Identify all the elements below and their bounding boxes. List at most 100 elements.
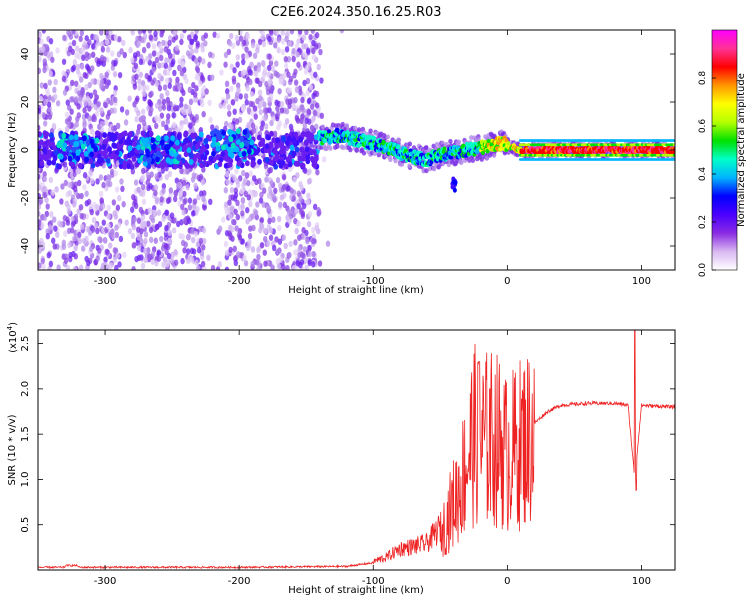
spectrogram-cell	[159, 93, 164, 100]
spectrogram-cell	[224, 208, 230, 216]
spectrogram-cell	[68, 45, 73, 53]
spectrogram-cell	[300, 113, 305, 120]
spectrogram-cell	[192, 96, 198, 103]
spectrogram-cell	[228, 136, 234, 143]
spectrogram-cell	[80, 63, 85, 70]
spectrogram-cell	[162, 84, 168, 91]
spectrogram-cell	[38, 247, 42, 255]
spectrogram-cell	[93, 222, 99, 230]
spectrogram-cell	[141, 198, 147, 205]
spectrogram-cell	[240, 197, 246, 205]
spectrogram-cell	[84, 35, 89, 42]
spectrogram-cell	[313, 71, 318, 78]
spectrogram-cell	[60, 183, 65, 190]
spectrogram-cell	[286, 135, 292, 142]
spectrogram-cell	[293, 217, 298, 225]
spectrogram-cell	[296, 203, 301, 210]
spectrogram-cell	[161, 187, 166, 194]
spectrogram-cell	[186, 233, 192, 241]
spectrogram-cell	[208, 155, 214, 162]
spectrogram-cell	[145, 148, 150, 155]
spectrogram-cell	[48, 176, 54, 184]
spectrogram-cell	[200, 74, 205, 82]
spectrogram-cell	[129, 150, 135, 157]
spectrogram-cell	[131, 224, 137, 231]
spectrogram-cell	[152, 209, 157, 217]
spectrogram-cell	[292, 72, 297, 79]
spectrogram-cell	[118, 132, 123, 139]
spectrogram-cell	[79, 223, 85, 230]
spectrogram-cell	[75, 168, 80, 175]
spectrogram-cell	[183, 131, 188, 138]
spectrogram-cell	[79, 30, 85, 37]
spectrogram-cell	[203, 137, 209, 144]
spectrogram-cell	[183, 117, 189, 124]
spectrogram-cell	[252, 52, 258, 60]
spectrogram-cell	[232, 245, 238, 252]
spectrogram-cell	[182, 144, 188, 151]
spectrogram-cell	[112, 135, 118, 142]
spectrogram-cell	[168, 187, 174, 194]
spectrogram-cell	[164, 248, 169, 256]
spectrogram-cell	[117, 261, 122, 268]
spectrogram-cell	[257, 80, 263, 88]
spectrogram-cell	[104, 248, 110, 256]
spectrogram-cell	[240, 203, 245, 210]
spectrogram-cell	[311, 92, 316, 100]
spectrogram-cell	[114, 186, 120, 193]
spectrogram-cell	[95, 178, 100, 185]
spectrogram-cell	[122, 51, 127, 59]
spectrogram-cell	[42, 191, 47, 199]
spectrogram-cell	[277, 88, 282, 95]
spectrogram-cell	[234, 155, 240, 162]
spectrogram-cell	[252, 148, 258, 155]
spectrogram-cell	[171, 58, 176, 65]
spectrogram-cell	[53, 93, 58, 101]
spectrogram-cell	[287, 251, 292, 259]
spectrogram-cell	[167, 196, 172, 204]
spectrogram-cell	[46, 139, 52, 146]
spectrogram-cell	[90, 78, 95, 85]
spectrogram-cell	[188, 152, 194, 159]
spectrogram-cell	[57, 163, 62, 170]
spectrogram-cell	[258, 222, 264, 229]
spectrogram-cell	[101, 144, 107, 151]
spectrogram-cell	[287, 40, 292, 48]
spectrogram-cell	[204, 88, 209, 95]
spectrogram-cell	[275, 137, 280, 144]
spectrogram-cell	[267, 35, 272, 42]
spectrogram-cell	[257, 89, 263, 96]
spectrogram-cell	[91, 42, 96, 50]
spectrogram-cell	[181, 179, 187, 187]
spectrogram-cell	[469, 135, 474, 141]
spectrogram-cell	[159, 235, 164, 243]
spectrogram-trace-cell	[485, 148, 490, 154]
spectrogram-cell	[368, 128, 373, 134]
spectrogram-cell	[201, 237, 207, 245]
spectrogram-cell	[242, 129, 248, 136]
spectrogram-cell	[87, 105, 92, 112]
spectrogram-cell	[299, 184, 305, 192]
spectrogram-cell	[42, 175, 48, 183]
spectrogram-cell	[142, 90, 147, 98]
spectrogram-cell	[314, 224, 319, 232]
spectrogram-cell	[263, 235, 268, 243]
spectrogram-cell	[108, 153, 114, 160]
spectrogram-cell	[314, 31, 320, 39]
spectrogram-cell	[164, 57, 169, 64]
spectrogram-cell	[53, 78, 58, 86]
spectrogram-cell	[267, 53, 272, 60]
spectrogram-cell	[256, 66, 261, 73]
spectrogram-cell	[281, 174, 287, 181]
spectrogram-cell	[198, 131, 204, 138]
spectrogram-cell	[301, 233, 306, 240]
spectrogram-cell	[393, 158, 398, 164]
spectrogram-cell	[99, 82, 105, 89]
spectrogram-cell	[306, 178, 312, 185]
spectrogram-cell	[40, 45, 46, 53]
spectrogram-cell	[302, 79, 307, 87]
spectrogram-cell	[211, 150, 216, 157]
spectrogram-cell	[124, 219, 129, 226]
spectrogram-cell	[46, 252, 51, 259]
spectrogram-cell	[195, 66, 201, 74]
